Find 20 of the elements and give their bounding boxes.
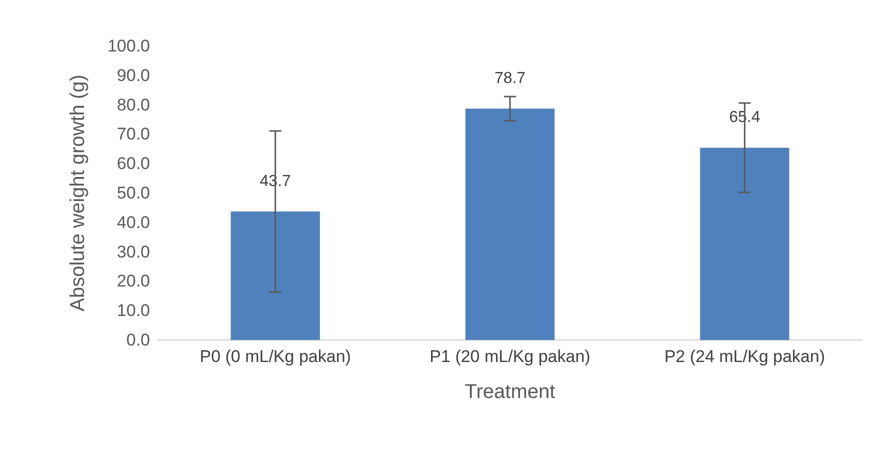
y-tick-label: 60.0 bbox=[116, 154, 150, 174]
y-tick-label: 80.0 bbox=[116, 95, 150, 114]
bar bbox=[230, 212, 320, 340]
y-tick-label: 100.0 bbox=[107, 36, 150, 56]
x-tick-label: P1 (20 mL/Kg pakan) bbox=[430, 347, 590, 366]
y-tick-label: 70.0 bbox=[116, 124, 150, 144]
data-label: 78.7 bbox=[494, 70, 526, 88]
x-axis-title: Treatment bbox=[464, 381, 556, 403]
y-tick-label: 10.0 bbox=[116, 301, 150, 320]
x-tick-label: P2 (24 mL/Kg pakan) bbox=[664, 347, 825, 366]
y-tick-label: 0.0 bbox=[126, 330, 150, 350]
y-tick-label: 90.0 bbox=[116, 66, 150, 85]
y-axis-title: Absolute weight growth (g) bbox=[67, 74, 89, 312]
y-tick-label: 30.0 bbox=[116, 242, 150, 262]
y-tick-label: 20.0 bbox=[116, 272, 150, 291]
y-tick-label: 40.0 bbox=[116, 212, 150, 232]
y-tick-label: 50.0 bbox=[116, 184, 150, 202]
bar bbox=[700, 148, 790, 340]
x-tick-label: P0 (0 mL/Kg pakan) bbox=[200, 347, 351, 366]
bar bbox=[465, 108, 555, 340]
